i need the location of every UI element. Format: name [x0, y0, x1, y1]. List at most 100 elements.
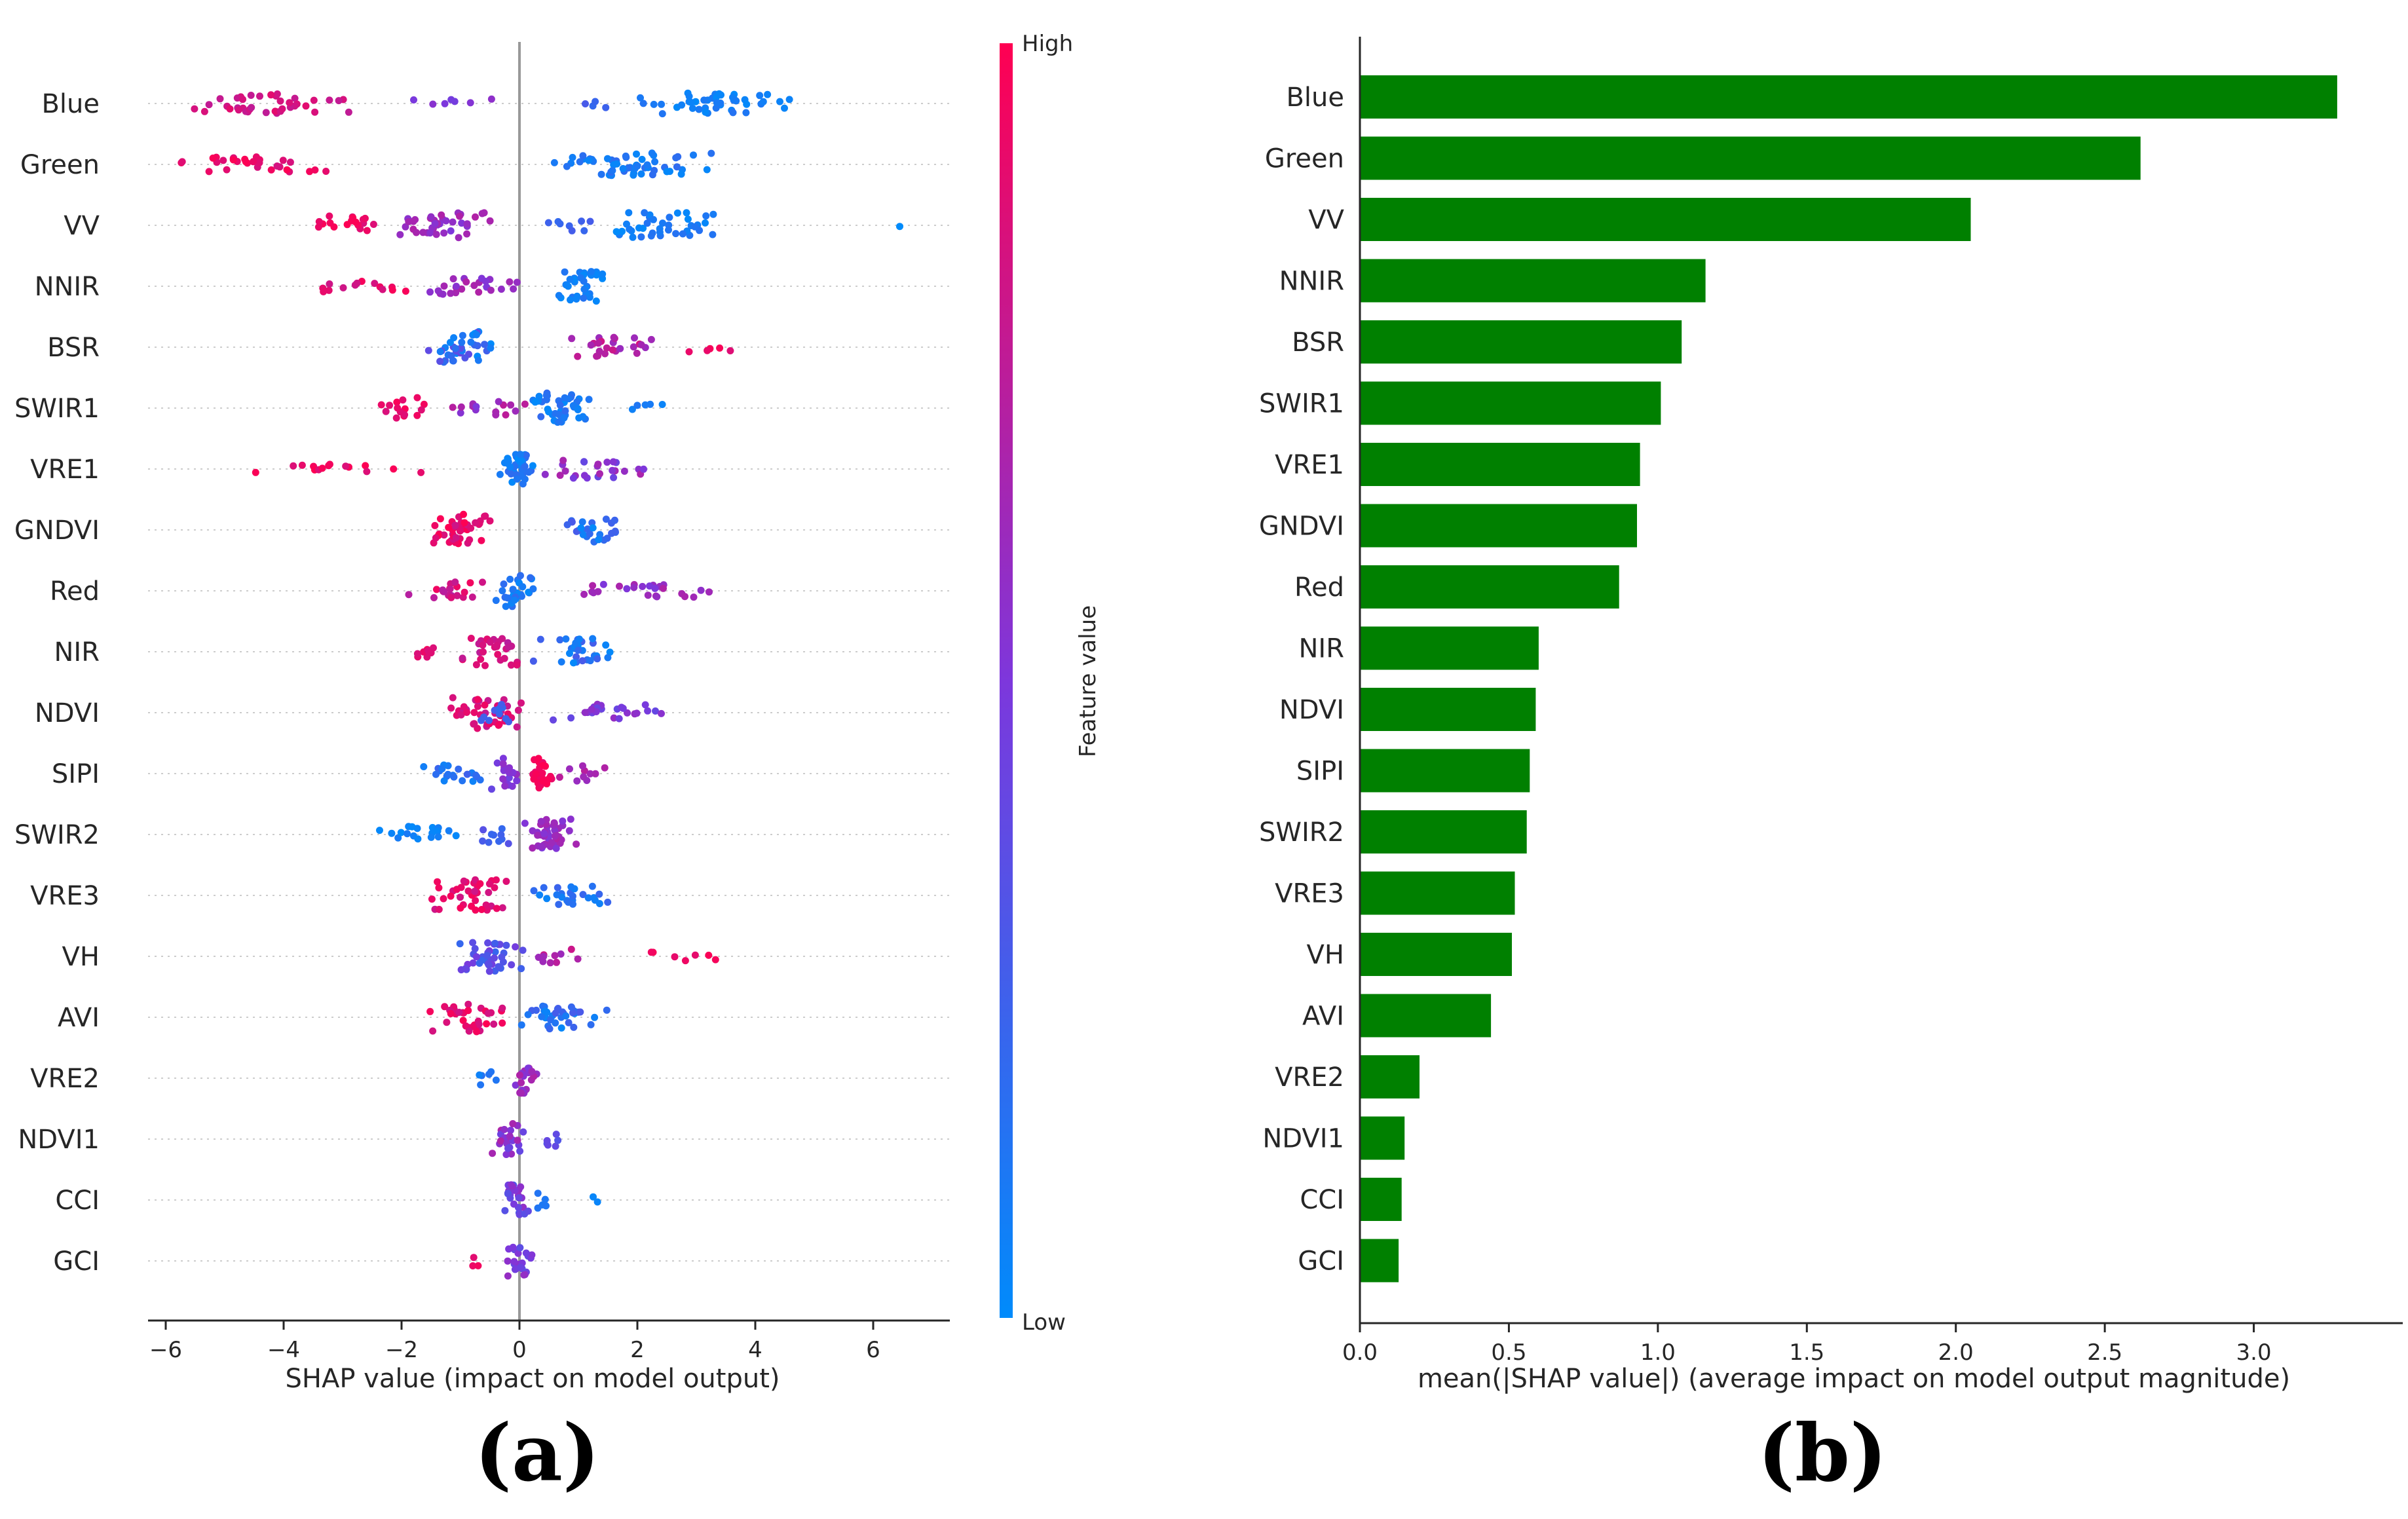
shap-point — [633, 150, 640, 158]
shap-point — [504, 1144, 512, 1152]
shap-point — [205, 101, 213, 109]
shap-point — [298, 461, 306, 469]
shap-point — [436, 515, 444, 523]
shap-point — [550, 159, 558, 166]
shap-point — [574, 352, 582, 360]
shap-point — [554, 1136, 562, 1144]
x-axis-ticks: −6 −4 −2 0 2 4 6 — [149, 1321, 880, 1363]
shap-point — [459, 654, 466, 662]
shap-point — [648, 149, 656, 157]
shap-point — [445, 523, 453, 531]
category-label: BSR — [1292, 328, 1344, 358]
shap-point — [609, 166, 616, 174]
shap-point — [495, 963, 502, 971]
shap-point — [538, 769, 546, 777]
shap-point — [326, 212, 333, 220]
shap-point — [579, 413, 587, 421]
shap-point — [559, 457, 567, 464]
shap-point — [561, 407, 569, 415]
shap-point — [517, 1183, 525, 1191]
shap-point — [533, 1006, 540, 1014]
category-label: Red — [1294, 572, 1344, 603]
shap-point — [638, 155, 646, 163]
x-tick-label: 0.5 — [1491, 1340, 1526, 1366]
shap-point — [646, 582, 654, 590]
shap-point — [569, 474, 577, 482]
shap-point — [573, 653, 580, 661]
feature-label: VV — [64, 211, 100, 241]
shap-point — [504, 643, 512, 651]
shap-point — [431, 521, 439, 529]
shap-point — [521, 462, 529, 470]
feature-label: Red — [50, 576, 100, 607]
shap-point — [557, 950, 565, 958]
shap-point — [647, 948, 655, 956]
shap-point — [447, 593, 455, 601]
shap-point — [678, 101, 686, 109]
x-tick-label: 1.5 — [1789, 1340, 1824, 1366]
shap-point — [606, 648, 614, 656]
shap-point — [624, 164, 632, 172]
shap-point — [535, 755, 542, 762]
shap-point — [478, 210, 486, 217]
shap-point — [502, 603, 510, 610]
shap-point — [504, 459, 512, 467]
shap-point — [493, 641, 501, 649]
shap-point — [497, 831, 505, 838]
shap-point — [622, 152, 630, 160]
shap-point — [651, 158, 659, 166]
shap-point — [178, 158, 186, 166]
shap-point — [552, 409, 559, 417]
shap-point — [470, 282, 478, 290]
shap-point — [450, 773, 458, 781]
shap-point — [492, 597, 500, 605]
shap-point — [684, 216, 692, 223]
shap-point — [483, 1020, 491, 1028]
shap-point — [647, 232, 655, 240]
shap-point — [619, 704, 627, 712]
shap-point — [759, 98, 767, 105]
shap-point — [371, 280, 379, 288]
x-tick-label: 2 — [630, 1337, 645, 1363]
shap-point — [519, 1128, 527, 1136]
shap-point — [447, 227, 455, 234]
shap-point — [713, 99, 721, 107]
feature-label: NNIR — [35, 272, 100, 302]
shap-point — [653, 593, 661, 601]
shap-point — [658, 100, 666, 108]
shap-point — [531, 398, 539, 406]
shap-point — [426, 229, 434, 237]
feature-label: AVI — [58, 1003, 100, 1033]
shap-point — [608, 529, 616, 537]
shap-point — [541, 470, 549, 478]
shap-point — [688, 104, 696, 112]
shap-point — [596, 470, 603, 478]
shap-point — [441, 1003, 449, 1011]
shap-point — [413, 229, 420, 236]
shap-point — [567, 714, 575, 722]
shap-point — [426, 288, 434, 296]
shap-point — [641, 209, 649, 217]
shap-point — [534, 1190, 542, 1197]
shap-point — [529, 827, 536, 835]
shap-point — [379, 286, 386, 293]
feature-label: Blue — [41, 89, 100, 119]
shap-point — [536, 891, 544, 899]
shap-point — [715, 90, 723, 98]
shap-point — [255, 159, 263, 166]
shap-point — [493, 759, 501, 767]
shap-point — [588, 268, 595, 276]
shap-point — [609, 346, 616, 354]
shap-point — [499, 904, 506, 912]
shap-point — [548, 839, 555, 846]
shap-point — [633, 709, 641, 717]
shap-point — [589, 524, 597, 532]
shap-point — [390, 465, 398, 473]
shap-point — [434, 827, 442, 835]
shap-point — [707, 149, 715, 157]
shap-point — [507, 661, 515, 669]
shap-point — [482, 901, 490, 909]
shap-point — [456, 212, 463, 220]
shap-point — [352, 218, 360, 226]
shap-point — [475, 288, 483, 296]
